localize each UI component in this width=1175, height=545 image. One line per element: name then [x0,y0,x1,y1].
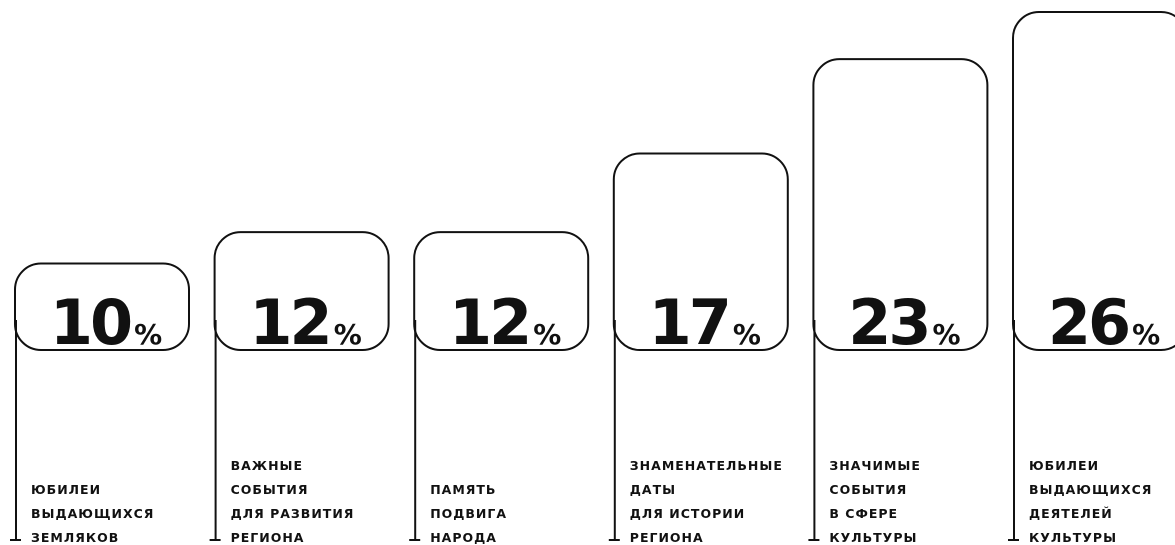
category-line: В СФЕРЕ [829,506,898,521]
category-line: ПОДВИГА [430,506,507,521]
category-line: КУЛЬТУРЫ [829,530,917,545]
category-label: ВАЖНЫЕ СОБЫТИЯ ДЛЯ РАЗВИТИЯ РЕГИОНА [231,458,355,545]
bar [812,58,989,352]
value-label: 12% [449,286,561,359]
category-line: РЕГИОНА [231,530,305,545]
value-unit: % [334,318,362,351]
category-line: ВЫДАЮЩИХСЯ [1029,482,1152,497]
value-number: 12 [449,286,529,359]
category-line: РЕГИОНА [630,530,704,545]
category-label: ЗНАМЕНАТЕЛЬНЫЕ ДАТЫ ДЛЯ ИСТОРИИ РЕГИОНА [630,458,783,545]
category-line: ЗНАЧИМЫЕ [829,458,921,473]
category-label: ПАМЯТЬ ПОДВИГА НАРОДА [430,482,507,545]
category-line: ЮБИЛЕИ [31,482,101,497]
category-line: ЮБИЛЕИ [1029,458,1099,473]
value-label: 10% [50,286,162,359]
category-label: ЮБИЛЕИ ВЫДАЮЩИХСЯ ДЕЯТЕЛЕЙ КУЛЬТУРЫ [1029,458,1152,545]
category-line: СОБЫТИЯ [829,482,907,497]
category-line: КУЛЬТУРЫ [1029,530,1117,545]
value-number: 26 [1048,286,1128,359]
category-line: ЗЕМЛЯКОВ [31,530,119,545]
category-line: ДЛЯ ИСТОРИИ [630,506,745,521]
value-number: 12 [249,286,329,359]
value-number: 17 [649,286,729,359]
category-line: ВАЖНЫЕ [231,458,303,473]
category-line: ДЕЯТЕЛЕЙ [1029,506,1113,521]
category-line: ВЫДАЮЩИХСЯ [31,506,154,521]
bar [14,262,190,351]
value-unit: % [933,318,961,351]
category-line: НАРОДА [430,530,497,545]
category-line: ДАТЫ [630,482,676,497]
category-label: ЮБИЛЕИ ВЫДАЮЩИХСЯ ЗЕМЛЯКОВ [31,482,154,545]
value-unit: % [134,318,162,351]
value-label: 26% [1048,286,1160,359]
category-label: ЗНАЧИМЫЕ СОБЫТИЯ В СФЕРЕ КУЛЬТУРЫ [829,458,921,545]
bar [413,231,590,351]
category-line: ЗНАМЕНАТЕЛЬНЫЕ [630,458,783,473]
value-number: 23 [848,286,928,359]
bar [612,152,789,351]
category-line: ПАМЯТЬ [430,482,496,497]
bar [213,231,390,351]
value-unit: % [1132,318,1160,351]
value-number: 10 [50,286,131,359]
value-label: 17% [649,286,761,359]
category-line: ДЛЯ РАЗВИТИЯ [231,506,355,521]
category-line: СОБЫТИЯ [231,482,309,497]
value-label: 12% [249,286,361,359]
value-unit: % [733,318,761,351]
value-unit: % [533,318,561,351]
bar [1012,11,1175,351]
value-label: 23% [848,286,960,359]
